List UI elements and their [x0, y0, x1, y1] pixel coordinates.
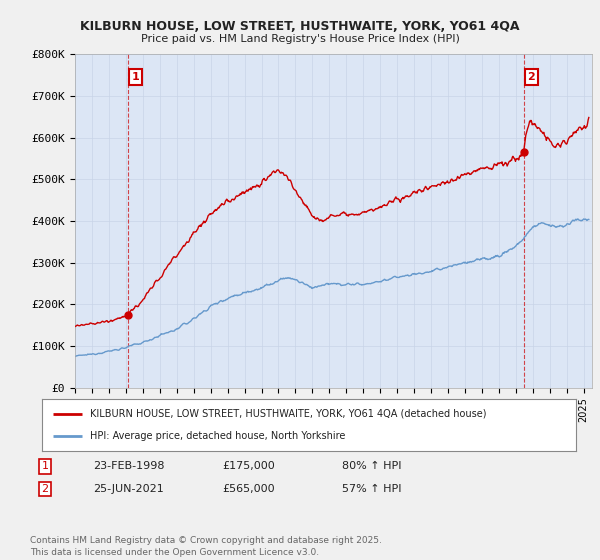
Text: 1: 1	[131, 72, 139, 82]
Text: 23-FEB-1998: 23-FEB-1998	[93, 461, 164, 472]
Text: 2: 2	[527, 72, 535, 82]
Text: 2: 2	[41, 484, 49, 494]
Text: Contains HM Land Registry data © Crown copyright and database right 2025.
This d: Contains HM Land Registry data © Crown c…	[30, 536, 382, 557]
Text: £565,000: £565,000	[222, 484, 275, 494]
Text: KILBURN HOUSE, LOW STREET, HUSTHWAITE, YORK, YO61 4QA (detached house): KILBURN HOUSE, LOW STREET, HUSTHWAITE, Y…	[90, 409, 487, 419]
Text: Price paid vs. HM Land Registry's House Price Index (HPI): Price paid vs. HM Land Registry's House …	[140, 34, 460, 44]
Text: HPI: Average price, detached house, North Yorkshire: HPI: Average price, detached house, Nort…	[90, 431, 346, 441]
Text: 80% ↑ HPI: 80% ↑ HPI	[342, 461, 401, 472]
Text: 1: 1	[41, 461, 49, 472]
Text: 25-JUN-2021: 25-JUN-2021	[93, 484, 164, 494]
Text: £175,000: £175,000	[222, 461, 275, 472]
Text: KILBURN HOUSE, LOW STREET, HUSTHWAITE, YORK, YO61 4QA: KILBURN HOUSE, LOW STREET, HUSTHWAITE, Y…	[80, 20, 520, 32]
Text: 57% ↑ HPI: 57% ↑ HPI	[342, 484, 401, 494]
